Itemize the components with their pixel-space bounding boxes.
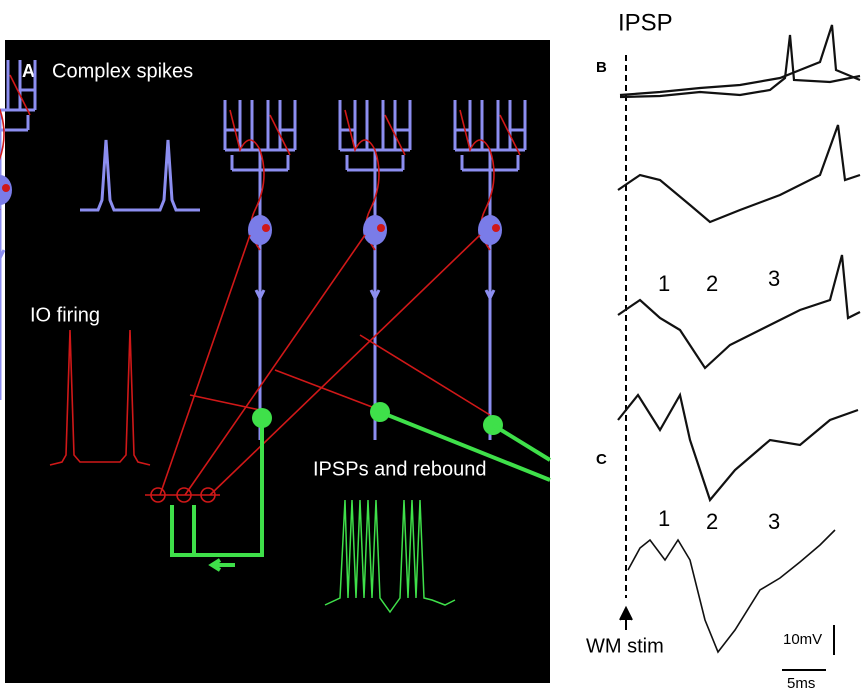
complex-spike-trace	[80, 139, 200, 212]
ipsp-label: IPSPs and rebound	[313, 458, 486, 480]
stimulus-arrow	[619, 605, 633, 630]
panel-label: C	[596, 451, 607, 468]
io-label: IO firing	[30, 304, 100, 326]
nuclear-cells	[170, 402, 552, 572]
panel-title: Complex spikes	[52, 60, 193, 82]
peak-labels: 1 2 3 1 2 3	[658, 266, 780, 534]
peak-label: 1	[658, 271, 670, 296]
peak-label: 2	[706, 271, 718, 296]
ipsp-rebound-trace	[324, 499, 456, 614]
io-firing-trace	[49, 329, 151, 466]
panel-label: A	[22, 61, 35, 81]
ipsp-traces	[617, 24, 861, 654]
climbing-fibers	[145, 234, 491, 503]
stimulus-label: WM stim	[586, 635, 664, 657]
scale-label: 5ms	[787, 675, 815, 691]
scale-label: 10mV	[783, 631, 822, 648]
purkinje-cells	[0, 60, 37, 400]
panel-label: B	[596, 59, 607, 76]
nucleus	[2, 184, 10, 192]
peak-label: 1	[658, 506, 670, 531]
peak-label: 2	[706, 509, 718, 534]
peak-label: 3	[768, 266, 780, 291]
column-title: IPSP	[618, 9, 673, 36]
peak-label: 3	[768, 509, 780, 534]
